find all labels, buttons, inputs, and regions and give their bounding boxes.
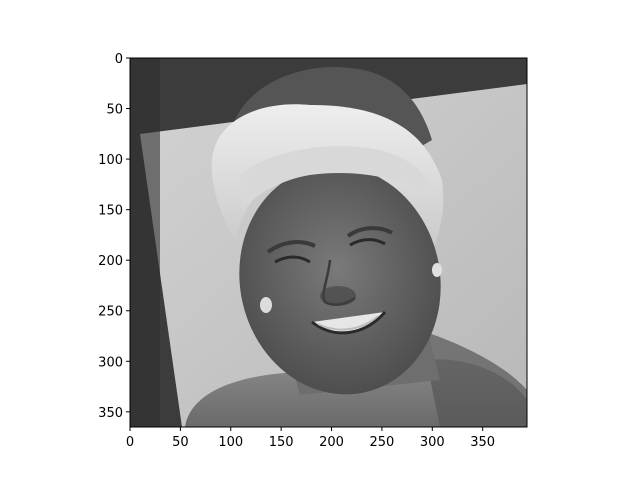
x-tick-label: 50 (172, 435, 189, 450)
x-tick-label: 150 (269, 435, 294, 450)
x-tick-label: 200 (319, 435, 344, 450)
x-tick-label: 100 (218, 435, 243, 450)
x-tick-label: 0 (126, 435, 134, 450)
y-tick-label: 0 (115, 52, 123, 67)
y-tick-label: 250 (98, 305, 123, 320)
x-tick-label: 300 (420, 435, 445, 450)
x-tick-label: 250 (369, 435, 394, 450)
y-tick-label: 100 (98, 153, 123, 168)
y-axis: 0 50 100 150 200 250 300 350 (98, 52, 130, 421)
x-tick-label: 350 (470, 435, 495, 450)
y-tick-label: 300 (98, 355, 123, 370)
x-axis: 0 50 100 150 200 250 300 350 (126, 427, 495, 450)
y-tick-label: 200 (98, 254, 123, 269)
y-tick-label: 150 (98, 204, 123, 219)
y-tick-label: 50 (106, 103, 123, 118)
y-tick-label: 350 (98, 406, 123, 421)
portrait-image (130, 58, 527, 427)
axes-frame (129, 57, 528, 428)
